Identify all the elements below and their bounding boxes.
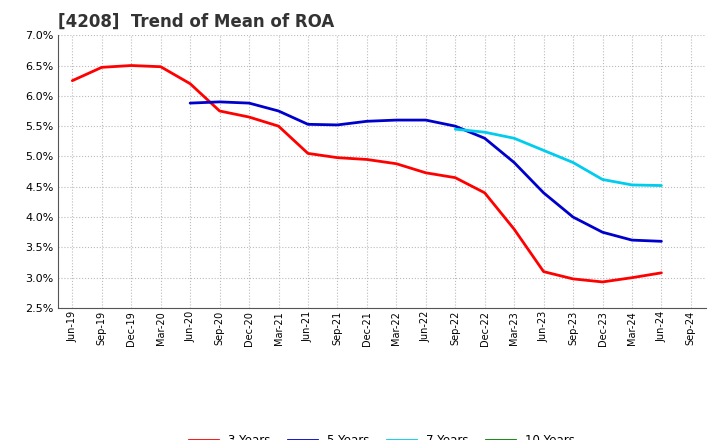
Legend: 3 Years, 5 Years, 7 Years, 10 Years: 3 Years, 5 Years, 7 Years, 10 Years bbox=[184, 430, 580, 440]
Text: [4208]  Trend of Mean of ROA: [4208] Trend of Mean of ROA bbox=[58, 13, 334, 31]
